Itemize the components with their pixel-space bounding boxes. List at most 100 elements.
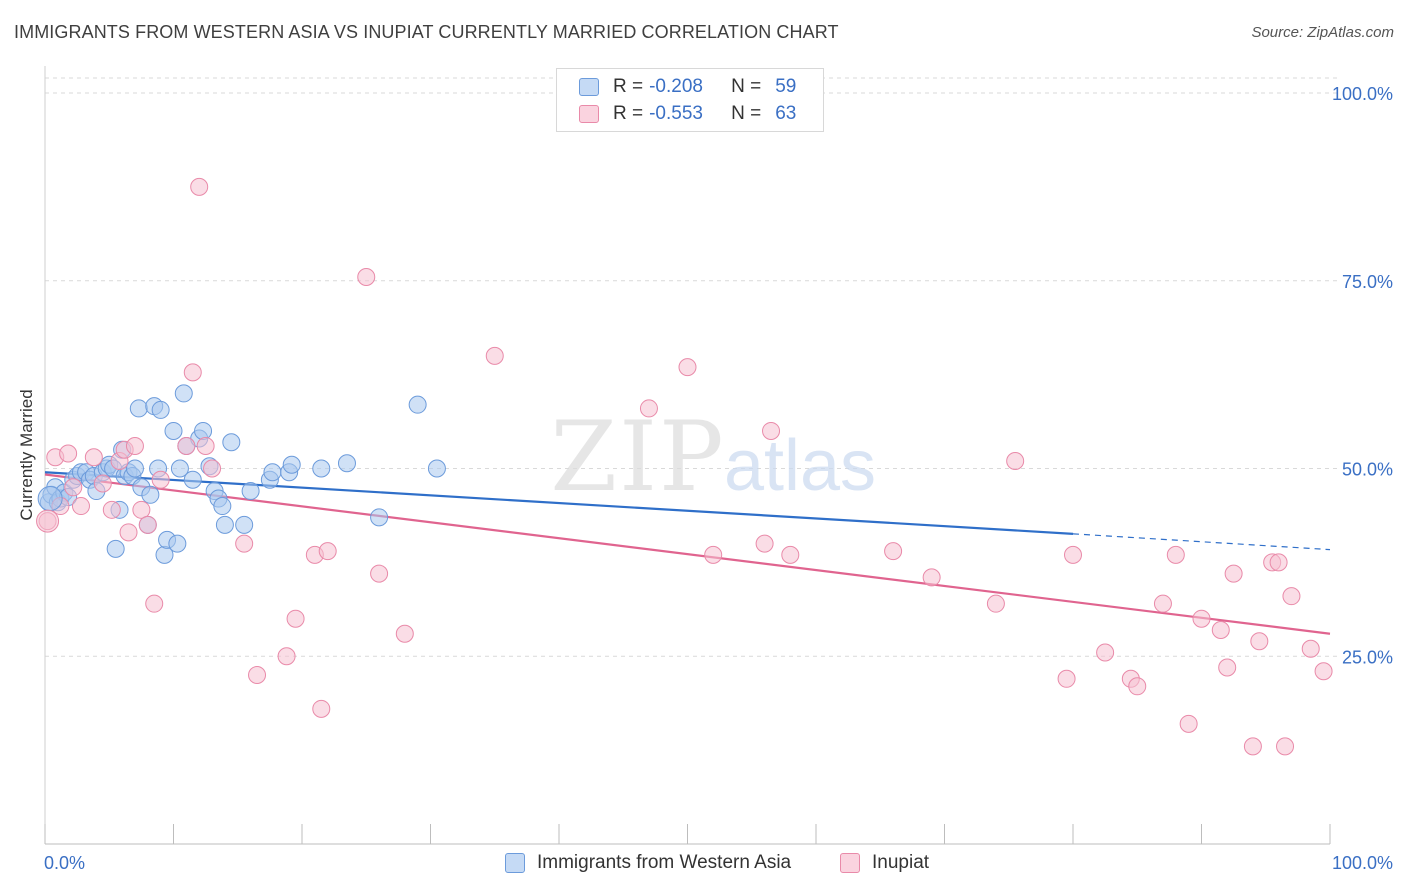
- western-asia-point: [164, 421, 183, 440]
- legend-label: Inupiat: [872, 852, 930, 873]
- correlation-legend: R = -0.208 N = 59 R = -0.553 N = 63: [556, 68, 824, 132]
- n-label: N =: [731, 103, 762, 124]
- western-asia-point: [129, 399, 148, 418]
- blue-swatch: [505, 853, 525, 873]
- inupiat-point: [922, 568, 941, 587]
- inupiat-point: [138, 515, 157, 534]
- inupiat-point: [485, 346, 504, 365]
- r-label: R =: [613, 103, 644, 124]
- series-legend: Immigrants from Western Asia Inupiat: [0, 852, 1406, 878]
- inupiat-point: [1301, 639, 1320, 658]
- western-asia-point: [183, 470, 202, 489]
- inupiat-point: [1276, 737, 1295, 756]
- inupiat-point: [64, 478, 83, 497]
- n-label: N =: [731, 76, 762, 97]
- y-axis-label: Currently Married: [17, 389, 36, 521]
- inupiat-point: [196, 436, 215, 455]
- y-tick-label: 75.0%: [1342, 272, 1393, 292]
- inupiat-point: [36, 509, 60, 533]
- inupiat-point: [177, 436, 196, 455]
- inupiat-point: [884, 542, 903, 561]
- inupiat-point: [235, 534, 254, 553]
- inupiat-point: [370, 564, 389, 583]
- western-asia-point: [215, 515, 234, 534]
- inupiat-point: [71, 497, 90, 516]
- legend-item-western-asia: Immigrants from Western Asia: [505, 852, 791, 874]
- inupiat-point: [1314, 662, 1333, 681]
- inupiat-point: [755, 534, 774, 553]
- r-label: R =: [613, 76, 644, 97]
- inupiat-point: [678, 358, 697, 377]
- western-asia-point: [263, 463, 282, 482]
- inupiat-point: [84, 448, 103, 467]
- inupiat-point: [119, 523, 138, 542]
- legend-row-western-asia: R = -0.208 N = 59: [579, 75, 796, 99]
- blue-swatch: [579, 78, 599, 96]
- western-asia-point: [427, 459, 446, 478]
- inupiat-point: [312, 699, 331, 718]
- western-asia-point: [241, 482, 260, 501]
- chart-title: IMMIGRANTS FROM WESTERN ASIA VS INUPIAT …: [14, 22, 839, 42]
- pink-swatch: [579, 105, 599, 123]
- n-value: 59: [775, 76, 797, 97]
- x-tick-label: 0.0%: [44, 853, 85, 873]
- inupiat-point: [704, 545, 723, 564]
- inupiat-point: [132, 500, 151, 519]
- western-asia-point: [168, 534, 187, 553]
- inupiat-point: [1269, 553, 1288, 572]
- x-tick-label: 100.0%: [1332, 853, 1393, 873]
- watermark-zip: ZIP: [550, 401, 725, 513]
- legend-label: Immigrants from Western Asia: [537, 852, 792, 873]
- western-asia-point: [235, 515, 254, 534]
- r-value: -0.553: [649, 103, 703, 124]
- data-points: [36, 177, 1333, 756]
- inupiat-point: [1224, 564, 1243, 583]
- inupiat-point: [203, 459, 222, 478]
- western-asia-trend-extension: [1072, 533, 1331, 551]
- inupiat-point: [248, 666, 267, 685]
- inupiat-point: [1243, 737, 1262, 756]
- western-asia-point: [222, 433, 241, 452]
- pink-swatch: [840, 853, 860, 873]
- inupiat-point: [93, 474, 112, 493]
- inupiat-point: [395, 624, 414, 643]
- legend-row-inupiat: R = -0.553 N = 63: [579, 102, 796, 126]
- inupiat-point: [1218, 658, 1237, 677]
- western-asia-point: [106, 539, 125, 558]
- western-asia-point: [337, 454, 356, 473]
- inupiat-point: [781, 545, 800, 564]
- n-value: 63: [775, 103, 797, 124]
- inupiat-point: [639, 399, 658, 418]
- inupiat-point: [277, 647, 296, 666]
- inupiat-point: [1250, 632, 1269, 651]
- western-asia-point: [312, 459, 331, 478]
- r-value: -0.208: [649, 76, 703, 97]
- inupiat-point: [151, 470, 170, 489]
- y-tick-label: 50.0%: [1342, 460, 1393, 480]
- inupiat-point: [1006, 452, 1025, 470]
- y-tick-label: 100.0%: [1332, 84, 1393, 104]
- watermark-atlas: atlas: [724, 426, 876, 506]
- western-asia-point: [282, 455, 301, 474]
- inupiat-point: [125, 436, 144, 455]
- inupiat-point: [1179, 714, 1198, 733]
- y-tick-label: 25.0%: [1342, 647, 1393, 667]
- inupiat-point: [59, 444, 78, 463]
- inupiat-point: [318, 542, 337, 561]
- inupiat-point: [183, 363, 202, 382]
- inupiat-point: [762, 421, 781, 440]
- tick-labels: 25.0% 50.0% 75.0% 100.0% 0.0% 100.0%: [44, 84, 1393, 873]
- inupiat-point: [1128, 677, 1147, 696]
- inupiat-point: [1192, 609, 1211, 628]
- western-asia-point: [170, 459, 189, 478]
- inupiat-point: [986, 594, 1005, 613]
- western-asia-point: [194, 421, 213, 440]
- western-asia-point: [213, 497, 232, 516]
- inupiat-point: [1282, 587, 1301, 606]
- inupiat-point: [190, 177, 209, 196]
- axes: [44, 66, 1331, 845]
- inupiat-point: [1064, 545, 1082, 564]
- inupiat-point: [1096, 643, 1115, 662]
